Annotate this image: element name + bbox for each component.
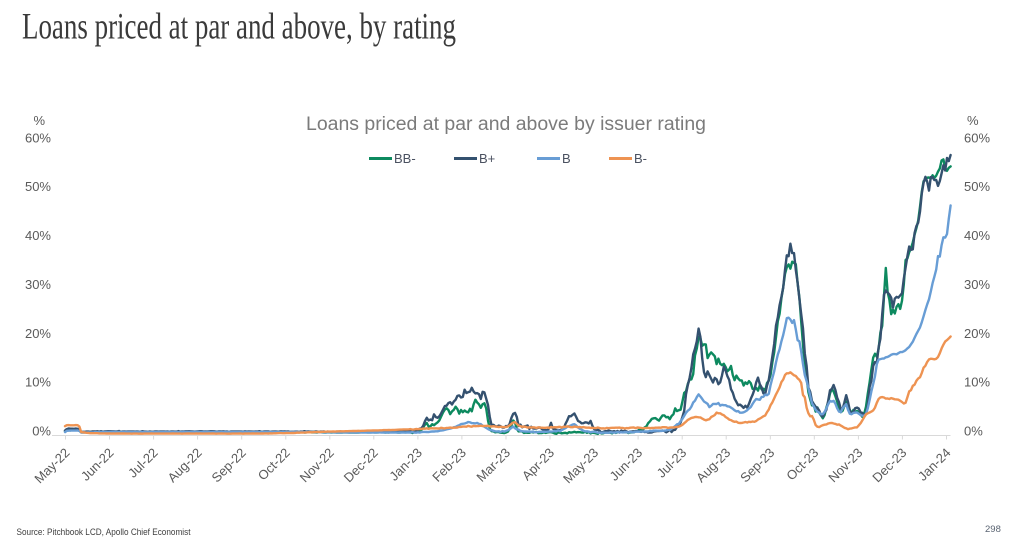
svg-text:20%: 20% (25, 326, 51, 341)
svg-text:B+: B+ (479, 151, 495, 166)
svg-text:Loans priced at par and above: Loans priced at par and above by issuer … (306, 114, 706, 135)
svg-text:0%: 0% (32, 424, 51, 439)
svg-text:10%: 10% (25, 375, 51, 390)
svg-text:Loans priced at par and above,: Loans priced at par and above, by rating (22, 7, 456, 48)
svg-text:0%: 0% (964, 424, 983, 439)
svg-text:BB-: BB- (394, 151, 416, 166)
svg-text:Source: Pitchbook LCD, Apollo: Source: Pitchbook LCD, Apollo Chief Econ… (17, 527, 191, 538)
svg-text:298: 298 (985, 524, 1001, 535)
svg-text:30%: 30% (25, 277, 51, 292)
svg-text:B: B (562, 151, 571, 166)
svg-text:50%: 50% (964, 179, 990, 194)
svg-text:20%: 20% (964, 326, 990, 341)
svg-text:50%: 50% (25, 179, 51, 194)
svg-text:B-: B- (634, 151, 647, 166)
svg-text:10%: 10% (964, 375, 990, 390)
svg-text:40%: 40% (25, 228, 51, 243)
svg-text:60%: 60% (964, 130, 990, 145)
svg-text:%: % (33, 113, 45, 128)
svg-text:30%: 30% (964, 277, 990, 292)
svg-text:%: % (967, 113, 979, 128)
svg-text:40%: 40% (964, 228, 990, 243)
svg-text:60%: 60% (25, 130, 51, 145)
